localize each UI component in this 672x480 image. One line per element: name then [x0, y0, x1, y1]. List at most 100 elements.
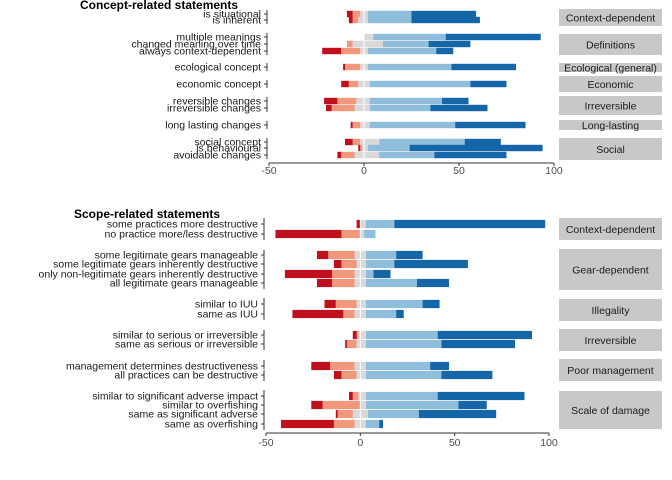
bar-segment-pos-mid	[365, 259, 395, 269]
strip-label: Economic	[587, 79, 633, 91]
bar-segment-neg-weak	[352, 40, 364, 48]
bar-segment-neg-weak	[360, 10, 364, 18]
row-label: management determines destructiveness	[66, 361, 258, 373]
x-tick-label: 0	[357, 437, 363, 449]
bar-segment-pos-strong	[430, 361, 450, 371]
x-tick-label: 100	[545, 165, 563, 177]
bar-segment-neg-mid	[337, 97, 357, 105]
x-tick-label: 50	[449, 437, 461, 449]
bar-segment-pos-weak	[364, 151, 380, 159]
bar-segment-neg-weak	[356, 259, 361, 269]
bar-segment-pos-mid	[364, 229, 376, 239]
bar-segment-pos-strong	[416, 278, 450, 288]
bar-segment-pos-weak	[364, 104, 370, 112]
bar-segment-pos-weak	[360, 229, 365, 239]
bar-segment-neg-strong	[324, 97, 338, 105]
bar-segment-neg-mid	[332, 278, 355, 288]
bar-segment-neg-strong	[292, 309, 344, 319]
bar-segment-pos-strong	[441, 97, 469, 105]
row-label: some legitimate gears manageable	[95, 250, 259, 262]
bar-segment-pos-weak	[364, 80, 370, 88]
row-label: similar to serious or irreversible	[113, 330, 258, 342]
bar-segment-neg-mid	[341, 259, 357, 269]
bar-segment-pos-weak	[360, 309, 366, 319]
bar-segment-neg-mid	[347, 339, 357, 349]
bar-segment-pos-strong	[455, 121, 526, 129]
bar-segment-neg-strong	[349, 391, 353, 401]
bar-segment-neg-mid	[352, 10, 361, 18]
bar-segment-pos-weak	[360, 409, 368, 419]
bar-segment-pos-weak	[364, 63, 368, 71]
strip-label: Poor management	[567, 365, 653, 377]
bar-segment-pos-weak	[360, 299, 366, 309]
bar-segment-pos-mid	[367, 47, 437, 55]
strip-label: Scale of damage	[571, 405, 650, 417]
row-label: is situational	[203, 9, 261, 21]
bar-segment-neg-weak	[354, 151, 364, 159]
bar-segment-pos-weak	[364, 138, 380, 146]
bar-segment-neg-weak	[360, 138, 364, 146]
bar-segment-neg-weak	[354, 361, 361, 371]
bar-segment-pos-strong	[441, 370, 493, 380]
bar-segment-neg-mid	[348, 80, 359, 88]
strip-box	[559, 329, 662, 351]
bar-segment-pos-weak	[360, 400, 366, 410]
x-tick-label: 50	[453, 165, 465, 177]
strip-label: Ecological (general)	[564, 63, 657, 75]
bar-segment-neg-strong	[333, 370, 342, 380]
row-label: same as overfishing	[165, 419, 259, 431]
bar-segment-pos-weak	[364, 47, 368, 55]
row-label: irreversible changes	[167, 103, 261, 115]
bar-segment-neg-mid	[345, 63, 361, 71]
strip-label: Context-dependent	[566, 13, 655, 25]
bar-segment-neg-mid	[330, 361, 355, 371]
bar-segment-pos-weak	[364, 33, 374, 41]
bar-segment-neg-mid	[322, 400, 361, 410]
row-label: reversible changes	[173, 96, 261, 108]
bar-segment-pos-mid	[369, 104, 431, 112]
bar-segment-neg-weak	[358, 80, 364, 88]
bar-segment-pos-mid	[365, 330, 438, 340]
bar-segment-pos-weak	[360, 361, 366, 371]
bar-segment-pos-weak	[360, 269, 366, 279]
bar-segment-pos-mid	[379, 138, 465, 146]
bar-segment-pos-mid	[379, 151, 435, 159]
bar-segment-pos-weak	[360, 330, 366, 340]
x-tick-label: 0	[361, 165, 367, 177]
bar-segment-pos-mid	[367, 16, 412, 24]
bar-segment-pos-weak	[364, 97, 370, 105]
bar-segment-neg-strong	[324, 299, 336, 309]
bar-segment-neg-strong	[311, 361, 331, 371]
bar-segment-neg-mid	[332, 269, 355, 279]
strip-box	[559, 249, 662, 290]
row-label: economic concept	[176, 79, 261, 91]
x-tick-label: 100	[540, 437, 558, 449]
row-label: all legitimate gears manageable	[110, 278, 258, 290]
strip-box	[559, 76, 662, 92]
bar-segment-pos-strong	[434, 151, 507, 159]
bar-segment-pos-weak	[364, 16, 368, 24]
bar-segment-neg-weak	[356, 339, 361, 349]
bar-segment-neg-strong	[346, 10, 353, 18]
bar-segment-neg-weak	[354, 419, 361, 429]
row-label: long lasting changes	[165, 120, 261, 132]
strip-box	[559, 63, 662, 72]
bar-segment-pos-mid	[365, 278, 417, 288]
bar-segment-pos-weak	[364, 144, 368, 152]
bar-segment-neg-weak	[360, 63, 364, 71]
bar-segment-pos-weak	[360, 259, 366, 269]
bar-segment-neg-strong	[345, 138, 353, 146]
bar-segment-pos-weak	[364, 121, 370, 129]
bar-segment-pos-strong	[441, 339, 516, 349]
bar-segment-pos-mid	[365, 419, 380, 429]
panel-title: Scope-related statements	[74, 207, 220, 221]
row-label: similar to IUU	[195, 299, 258, 311]
bar-segment-pos-mid	[369, 97, 442, 105]
row-label: some legitimate gears inherently destruc…	[53, 259, 258, 271]
bar-segment-neg-weak	[362, 144, 364, 152]
bar-segment-pos-mid	[367, 144, 410, 152]
bar-segment-pos-weak	[360, 339, 366, 349]
bar-segment-pos-mid	[365, 219, 395, 229]
bar-segment-neg-strong	[316, 250, 329, 260]
